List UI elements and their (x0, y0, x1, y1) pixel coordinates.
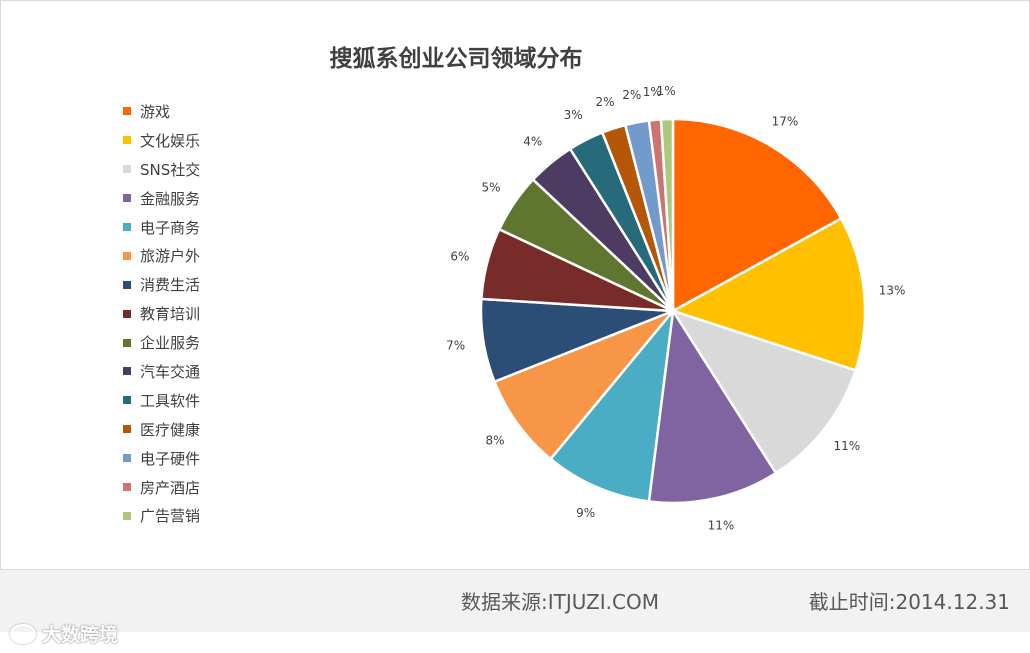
legend-swatch (123, 425, 131, 434)
footer-bar: 数据来源:ITJUZI.COM 截止时间:2014.12.31 (0, 570, 1030, 632)
chart-title: 搜狐系创业公司领域分布 (329, 46, 583, 72)
legend-swatch (123, 280, 131, 289)
pie-slice (671, 117, 843, 314)
legend-label: 汽车交通 (140, 362, 201, 381)
legend-swatch (123, 251, 131, 260)
legend-item: 医疗健康 (123, 415, 200, 444)
data-label: 8% (485, 433, 504, 447)
data-label: 11% (708, 519, 735, 533)
watermark: 大数跨境 (10, 620, 118, 647)
legend-item: 房产酒店 (123, 473, 200, 502)
data-label: 17% (772, 115, 799, 129)
legend-item: 游戏 (123, 97, 200, 126)
data-label: 11% (833, 439, 860, 453)
data-label: 6% (450, 249, 469, 263)
legend-swatch (123, 309, 131, 318)
legend-swatch (123, 396, 131, 405)
legend-label: 金融服务 (140, 189, 201, 208)
legend-label: 电子商务 (140, 218, 201, 237)
legend-label: SNS社交 (140, 160, 201, 179)
legend-item: 旅游户外 (123, 241, 200, 270)
legend-item: 电子硬件 (123, 444, 200, 473)
pie-slice (670, 308, 858, 475)
legend-swatch (123, 194, 131, 203)
watermark-logo-icon (10, 623, 36, 644)
legend-swatch (123, 511, 131, 520)
legend-label: 消费生活 (140, 276, 201, 295)
legend-label: 房产酒店 (140, 478, 201, 497)
legend-label: 文化娱乐 (140, 131, 201, 150)
legend-item: 汽车交通 (123, 357, 200, 386)
data-label: 1% (643, 85, 662, 99)
legend-item: 企业服务 (123, 328, 200, 357)
legend-swatch (123, 107, 131, 116)
data-label: 5% (482, 180, 501, 194)
cutoff-date-label: 截止时间:2014.12.31 (808, 590, 1010, 614)
data-label: 9% (576, 506, 595, 520)
pie-chart: 17%13%11%11%9%8%7%6%5%4%3%2% 2% 1%1% (446, 84, 906, 533)
legend-item: 工具软件 (123, 386, 200, 415)
watermark-text: 大数跨境 (42, 624, 119, 646)
chart-panel: 搜狐系创业公司领域分布 游戏文化娱乐 SNS社交金融服务电子商务旅游户外消费生活教… (0, 0, 1030, 570)
legend-item: 教育培训 (123, 299, 200, 328)
pie-slice (659, 117, 675, 312)
data-label: 1% (657, 84, 676, 98)
legend-swatch (123, 483, 131, 492)
data-label: 2% (595, 95, 614, 109)
legend-label: 医疗健康 (140, 420, 201, 439)
source-label: 数据来源:ITJUZI.COM (461, 590, 659, 614)
legend-swatch (123, 338, 131, 347)
legend-swatch (123, 454, 131, 463)
legend-swatch (123, 367, 131, 376)
legend-item: SNS社交 (123, 155, 200, 184)
legend-label: 教育培训 (140, 305, 201, 324)
data-label: 3% (564, 108, 583, 122)
chart-legend: 游戏文化娱乐 SNS社交金融服务电子商务旅游户外消费生活教育培训企业服务汽车交通工… (123, 97, 200, 530)
legend-item: 电子商务 (123, 213, 200, 242)
legend-label: 旅游户外 (140, 247, 201, 266)
data-label: 13% (879, 283, 906, 297)
legend-swatch (123, 136, 131, 145)
legend-label: 游戏 (140, 102, 171, 121)
legend-item: 金融服务 (123, 184, 200, 213)
pie-slice (548, 306, 675, 503)
legend-label: 电子硬件 (140, 449, 201, 468)
pie-slice (492, 309, 674, 461)
data-label: 7% (446, 338, 465, 352)
legend-swatch (123, 223, 131, 231)
pie-slice (647, 307, 778, 505)
legend-label: 工具软件 (140, 391, 201, 410)
data-label: 4% (523, 134, 542, 148)
legend-item: 广告营销 (123, 501, 200, 530)
legend-label: 企业服务 (140, 334, 201, 353)
legend-item: 消费生活 (123, 270, 200, 299)
legend-item: 文化娱乐 (123, 126, 200, 155)
legend-swatch (123, 165, 131, 174)
data-label: 2% (622, 88, 641, 102)
legend-label: 广告营销 (140, 507, 201, 526)
pie-slice (669, 216, 867, 372)
